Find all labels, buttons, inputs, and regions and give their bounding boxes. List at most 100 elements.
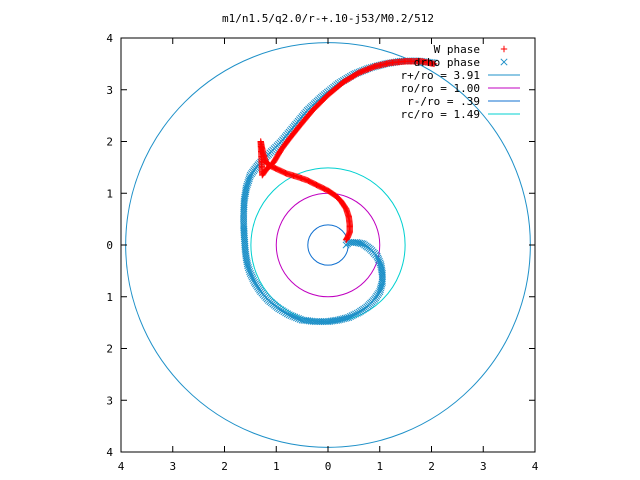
marker-stroke xyxy=(242,250,250,258)
y-tick-label: 1 xyxy=(106,291,113,304)
marker-stroke xyxy=(242,252,250,260)
data-point xyxy=(378,276,386,285)
data-point xyxy=(348,312,356,320)
data-point xyxy=(343,235,350,243)
data-point xyxy=(352,310,360,318)
marker-stroke xyxy=(309,317,317,325)
x-tick-label: 2 xyxy=(428,460,435,473)
marker-stroke xyxy=(354,239,362,247)
data-point xyxy=(248,273,256,281)
x-tick-label: 0 xyxy=(325,460,332,473)
x-tick-label: 2 xyxy=(221,460,228,473)
data-point xyxy=(294,315,302,323)
marker-stroke xyxy=(285,311,293,319)
legend-label: r+/ro = 3.91 xyxy=(401,69,480,82)
data-point xyxy=(246,267,254,276)
data-point xyxy=(246,269,254,278)
y-tick-label: 0 xyxy=(106,239,113,252)
data-point xyxy=(345,313,353,322)
data-point xyxy=(250,276,258,285)
chart-title: m1/n1.5/q2.0/r-+.10-j53/M0.2/512 xyxy=(222,12,434,25)
data-point xyxy=(353,309,361,317)
marker-stroke xyxy=(250,276,258,285)
legend-marker xyxy=(500,45,508,53)
y-tick-label: 4 xyxy=(106,446,113,459)
data-point xyxy=(350,311,358,319)
data-point xyxy=(249,275,257,283)
marker-stroke xyxy=(376,259,384,267)
marker-stroke xyxy=(240,229,248,237)
legend-label: W phase xyxy=(434,43,480,56)
marker-stroke xyxy=(248,273,256,281)
marker-stroke xyxy=(352,310,360,318)
marker-stroke xyxy=(241,244,249,252)
marker-stroke xyxy=(244,262,252,270)
marker-stroke xyxy=(378,278,386,286)
marker-stroke xyxy=(375,257,383,265)
y-tick-label: 1 xyxy=(106,187,113,200)
marker-stroke xyxy=(241,246,249,254)
data-point xyxy=(245,266,253,274)
data-point xyxy=(247,271,255,279)
reference-circle xyxy=(307,224,349,266)
x-tick-label: 3 xyxy=(169,460,176,473)
data-point xyxy=(287,312,295,320)
data-point xyxy=(289,312,297,320)
marker-stroke xyxy=(240,227,248,235)
marker-stroke xyxy=(296,315,304,323)
y-tick-label: 3 xyxy=(106,84,113,97)
legend-label: rc/ro = 1.49 xyxy=(401,108,480,121)
data-point xyxy=(378,278,386,286)
marker-stroke xyxy=(348,312,356,320)
marker-stroke xyxy=(500,58,508,66)
y-tick-label: 2 xyxy=(106,343,113,356)
marker-stroke xyxy=(242,254,250,262)
x-tick-label: 4 xyxy=(532,460,539,473)
marker-stroke xyxy=(346,313,354,321)
data-point xyxy=(342,236,350,244)
data-point xyxy=(291,313,299,321)
legend-label: drho phase xyxy=(414,56,480,69)
marker-stroke xyxy=(378,276,386,285)
marker-stroke xyxy=(244,264,252,272)
marker-stroke xyxy=(243,258,251,266)
marker-stroke xyxy=(377,262,385,270)
marker-stroke xyxy=(249,275,257,283)
marker-stroke xyxy=(375,256,383,264)
marker-stroke xyxy=(241,248,250,256)
marker-stroke xyxy=(378,275,386,283)
marker-stroke xyxy=(247,271,255,279)
marker-stroke xyxy=(307,317,315,325)
data-point xyxy=(244,262,252,270)
data-point xyxy=(244,264,252,272)
marker-stroke xyxy=(246,269,254,278)
data-point xyxy=(374,254,382,262)
x-tick-label: 1 xyxy=(376,460,383,473)
data-point xyxy=(342,241,350,249)
y-tick-label: 3 xyxy=(106,394,113,407)
marker-stroke xyxy=(377,264,385,272)
legend-label: ro/ro = 1.00 xyxy=(401,82,480,95)
marker-stroke xyxy=(353,309,361,317)
legend-marker xyxy=(500,58,508,66)
data-point xyxy=(378,275,386,283)
x-tick-label: 1 xyxy=(273,460,280,473)
data-point xyxy=(293,314,301,322)
marker-stroke xyxy=(350,311,358,319)
x-tick-label: 4 xyxy=(118,460,125,473)
marker-stroke xyxy=(293,314,301,322)
marker-stroke xyxy=(243,256,251,264)
marker-stroke xyxy=(291,313,299,321)
data-markers xyxy=(240,57,438,326)
data-point xyxy=(346,313,354,321)
marker-stroke xyxy=(245,266,253,274)
marker-stroke xyxy=(377,261,385,269)
y-tick-label: 4 xyxy=(106,32,113,45)
marker-stroke xyxy=(243,260,251,268)
marker-stroke xyxy=(287,312,295,320)
data-point xyxy=(285,311,293,319)
marker-stroke xyxy=(374,254,382,262)
